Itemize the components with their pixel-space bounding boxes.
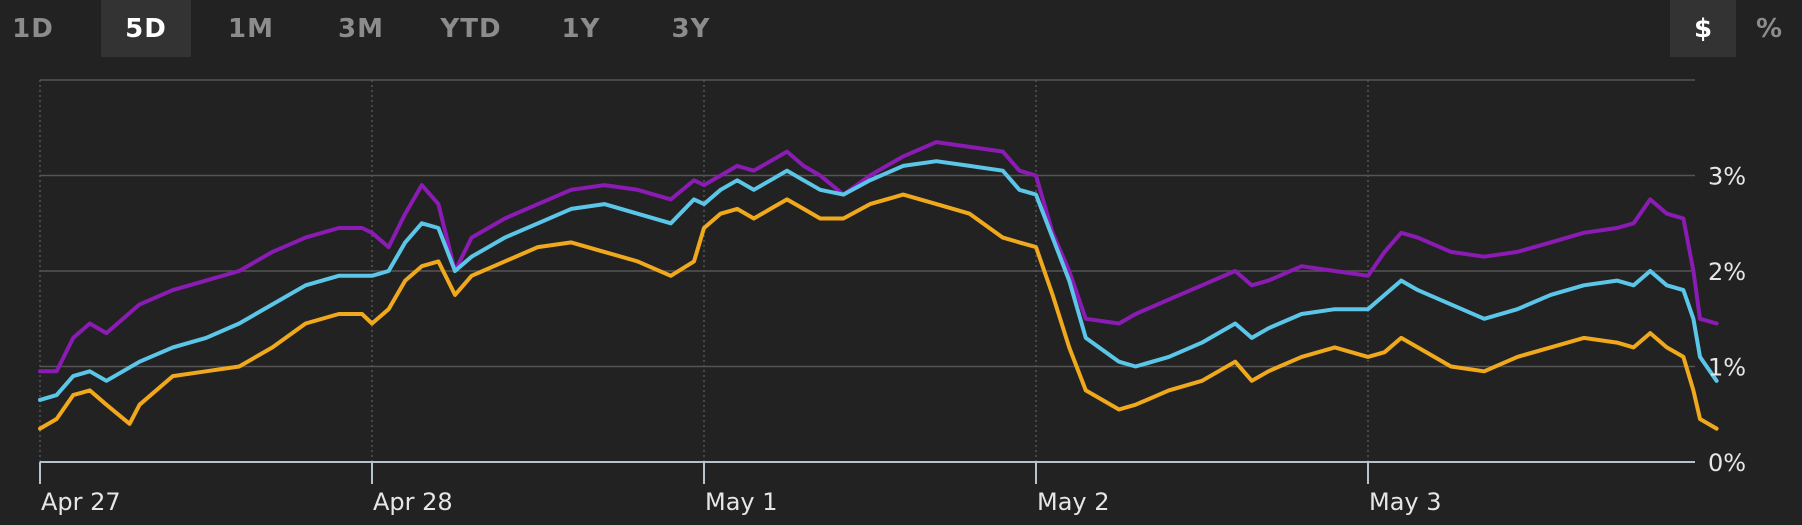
tab-5d[interactable]: 5D [101, 0, 191, 57]
y-tick-label: 3% [1708, 163, 1746, 191]
tab-ytd[interactable]: YTD [440, 13, 502, 44]
dollar-toggle-button[interactable]: $ [1670, 0, 1736, 57]
x-tick-label: May 2 [1037, 488, 1110, 516]
tab-1m[interactable]: 1M [228, 13, 274, 44]
y-tick-label: 0% [1708, 449, 1746, 477]
x-tick-label: Apr 27 [41, 488, 121, 516]
series-line-orange [38, 192, 1719, 431]
tab-1d[interactable]: 1D [12, 13, 54, 44]
y-tick-label: 2% [1708, 258, 1746, 286]
tab-3m[interactable]: 3M [338, 13, 384, 44]
series-line-blue [38, 159, 1719, 402]
y-tick-label: 1% [1708, 354, 1746, 382]
unit-toggle: $ % [1670, 0, 1802, 57]
percent-toggle-button[interactable]: % [1755, 13, 1783, 44]
x-tick-label: May 3 [1369, 488, 1442, 516]
x-tick-label: May 1 [705, 488, 778, 516]
series-layer [38, 140, 1719, 431]
series-line-purple [38, 140, 1719, 374]
timeframe-tabs: 1D 5D 1M 3M YTD 1Y 3Y [0, 0, 736, 57]
grid-layer [39, 79, 1695, 462]
axis-layer: 0% 1% 2% 3% Apr 27 Apr 28 May 1 May 2 May 3 [39, 163, 1746, 516]
x-tick-label: Apr 28 [373, 488, 453, 516]
tab-1y[interactable]: 1Y [561, 13, 601, 44]
tab-3y[interactable]: 3Y [671, 13, 711, 44]
